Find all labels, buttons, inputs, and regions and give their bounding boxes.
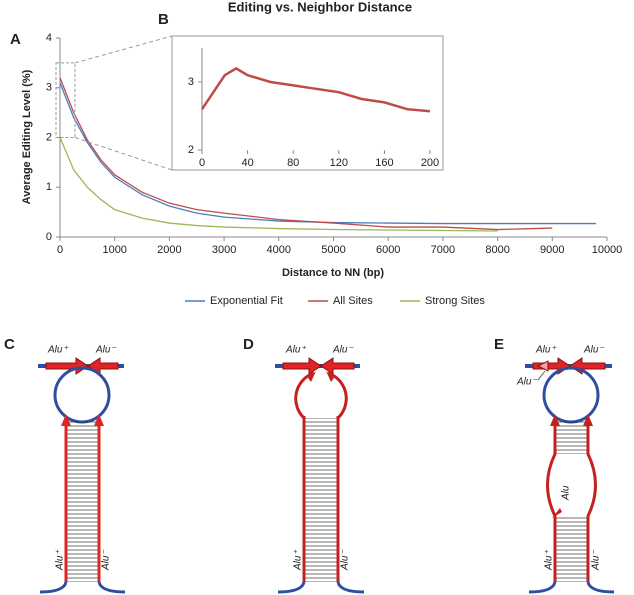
y-axis-label: Average Editing Level (%) xyxy=(21,69,33,204)
inset-frame xyxy=(171,35,444,171)
y-tick-label: 3 xyxy=(46,82,52,94)
y-tick-label: 4 xyxy=(46,32,52,44)
y-tick-label: 2 xyxy=(46,131,52,143)
alu-arrow xyxy=(320,357,355,375)
data-line xyxy=(59,137,498,232)
data-line xyxy=(59,82,597,225)
alu-label: Alu⁺ xyxy=(285,345,306,356)
x-tick-label: 1000 xyxy=(102,244,126,256)
stem-strand xyxy=(64,424,101,582)
x-tick-label: 40 xyxy=(241,157,253,169)
loop xyxy=(53,366,111,424)
x-tick-label: 200 xyxy=(421,157,439,169)
x-tick-label: 0 xyxy=(199,157,205,169)
small-arrow xyxy=(536,360,549,372)
alu-label: Alu⁻ xyxy=(95,345,116,356)
arrowhead xyxy=(550,414,593,518)
x-tick-label: 0 xyxy=(57,244,63,256)
foot xyxy=(39,581,126,594)
x-tick-label: 8000 xyxy=(485,244,509,256)
alu-label: Alu⁻ xyxy=(340,550,351,571)
zoom-connector xyxy=(74,137,173,171)
alu-label: Alu xyxy=(561,485,572,501)
chart-title: Editing vs. Neighbor Distance xyxy=(228,0,412,14)
panel-label: E xyxy=(494,336,504,353)
y-tick-label: 1 xyxy=(46,181,52,193)
stem xyxy=(305,418,337,582)
y-tick-label: 0 xyxy=(46,231,52,243)
alu-label: Alu⁺ xyxy=(535,345,556,356)
x-tick-label: 160 xyxy=(375,157,393,169)
panel-label: A xyxy=(10,31,21,48)
loop xyxy=(294,371,348,420)
diagram-c: C Alu⁺ Alu⁻ Alu⁺ Alu⁻ xyxy=(4,336,126,594)
y-tick-label: 3 xyxy=(188,76,194,88)
panel-label: D xyxy=(243,336,254,353)
loop xyxy=(542,366,600,424)
arrowhead xyxy=(308,371,334,382)
alu-arrow xyxy=(45,357,89,375)
x-tick-label: 6000 xyxy=(376,244,400,256)
panel-label: C xyxy=(4,336,15,353)
alu-label: Alu⁻ xyxy=(591,550,602,571)
panel-label: B xyxy=(158,11,169,28)
x-tick-label: 10000 xyxy=(592,244,623,256)
legend-label: All Sites xyxy=(333,295,373,307)
x-tick-label: 9000 xyxy=(540,244,564,256)
alu-arrow xyxy=(282,357,322,375)
x-tick-label: 4000 xyxy=(267,244,291,256)
x-tick-label: 120 xyxy=(330,157,348,169)
alu-arrow xyxy=(569,357,606,375)
zoom-box xyxy=(55,62,76,138)
x-tick-label: 80 xyxy=(287,157,299,169)
x-tick-label: 7000 xyxy=(431,244,455,256)
diagram-e: E Alu⁺ Alu⁻ Alu⁻ Alu Alu⁺ Alu⁻ xyxy=(494,336,615,594)
alu-label: Alu⁺ xyxy=(293,550,304,571)
alu-label: Alu⁻ xyxy=(516,377,537,388)
alu-label: Alu⁺ xyxy=(544,550,555,571)
data-line xyxy=(59,77,553,231)
x-axis-label: Distance to NN (bp) xyxy=(282,267,384,279)
legend-label: Exponential Fit xyxy=(210,295,283,307)
stem-strand xyxy=(546,424,597,582)
stem-strand xyxy=(302,416,340,582)
foot xyxy=(277,581,365,594)
stem xyxy=(556,421,587,454)
alu-label: Alu⁻ xyxy=(583,345,604,356)
pointer xyxy=(537,370,546,381)
diagram-d: D Alu⁺ Alu⁻ Alu⁺ Alu⁻ xyxy=(243,336,365,594)
alu-label: Alu⁻ xyxy=(101,550,112,571)
data-line xyxy=(200,66,431,113)
y-tick-label: 2 xyxy=(188,144,194,156)
foot xyxy=(528,581,615,594)
zoom-connector xyxy=(74,35,173,64)
alu-label: Alu⁺ xyxy=(55,550,66,571)
x-tick-label: 5000 xyxy=(321,244,345,256)
stem xyxy=(67,421,98,582)
legend-label: Strong Sites xyxy=(425,295,485,307)
alu-label: Alu⁺ xyxy=(47,345,68,356)
alu-label: Alu⁻ xyxy=(332,345,353,356)
x-tick-label: 2000 xyxy=(157,244,181,256)
stem xyxy=(556,516,587,582)
arrowhead xyxy=(61,414,104,426)
x-tick-label: 3000 xyxy=(212,244,236,256)
